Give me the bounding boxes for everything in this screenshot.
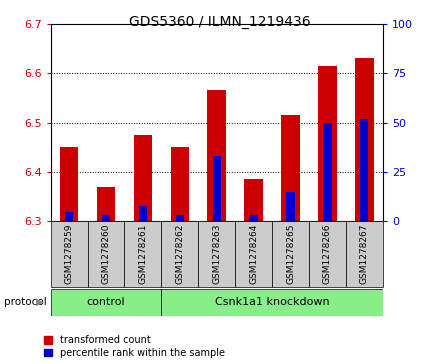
Bar xyxy=(161,221,198,287)
Bar xyxy=(102,216,110,221)
Text: GSM1278265: GSM1278265 xyxy=(286,224,295,284)
Bar xyxy=(208,90,226,221)
Bar xyxy=(60,147,78,221)
Bar xyxy=(161,289,383,316)
Text: GDS5360 / ILMN_1219436: GDS5360 / ILMN_1219436 xyxy=(129,15,311,29)
Bar xyxy=(213,156,221,221)
Bar xyxy=(51,221,88,287)
Text: GSM1278260: GSM1278260 xyxy=(102,224,110,284)
Bar xyxy=(323,122,332,221)
Bar xyxy=(281,115,300,221)
Text: GSM1278259: GSM1278259 xyxy=(65,224,73,284)
Bar xyxy=(244,179,263,221)
Text: GSM1278262: GSM1278262 xyxy=(175,224,184,284)
Text: GSM1278261: GSM1278261 xyxy=(138,224,147,284)
Bar xyxy=(51,289,161,316)
Bar xyxy=(65,212,73,221)
Text: GSM1278267: GSM1278267 xyxy=(360,224,369,284)
Legend: transformed count, percentile rank within the sample: transformed count, percentile rank withi… xyxy=(44,335,225,358)
Bar xyxy=(97,187,115,221)
Text: ▶: ▶ xyxy=(36,297,44,307)
Text: GSM1278264: GSM1278264 xyxy=(249,224,258,284)
Bar xyxy=(139,205,147,221)
Bar xyxy=(125,221,161,287)
Bar xyxy=(176,216,184,221)
Bar xyxy=(198,221,235,287)
Text: control: control xyxy=(87,297,125,307)
Bar xyxy=(88,221,125,287)
Bar xyxy=(272,221,309,287)
Bar xyxy=(309,221,346,287)
Text: GSM1278263: GSM1278263 xyxy=(212,224,221,284)
Bar xyxy=(346,221,383,287)
Text: Csnk1a1 knockdown: Csnk1a1 knockdown xyxy=(215,297,330,307)
Bar xyxy=(360,119,368,221)
Bar xyxy=(171,147,189,221)
Bar xyxy=(355,58,374,221)
Bar xyxy=(318,66,337,221)
Bar xyxy=(249,216,258,221)
Bar xyxy=(235,221,272,287)
Text: protocol: protocol xyxy=(4,297,47,307)
Bar xyxy=(286,192,295,221)
Bar xyxy=(134,135,152,221)
Text: GSM1278266: GSM1278266 xyxy=(323,224,332,284)
